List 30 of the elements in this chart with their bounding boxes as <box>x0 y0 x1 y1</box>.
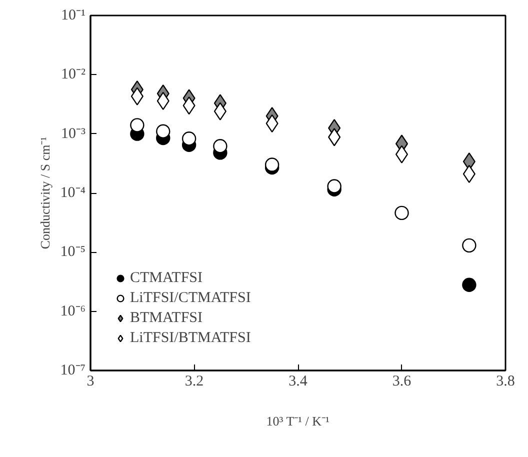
y-tick-label: 10⁻⁵ <box>60 244 86 260</box>
point <box>156 124 170 138</box>
y-tick-label: 10⁻³ <box>61 126 86 142</box>
x-tick-label: 3 <box>86 374 94 390</box>
x-tick-label: 3.2 <box>184 374 204 390</box>
x-tick-label: 3.6 <box>392 374 412 390</box>
y-tick-label: 10⁻⁶ <box>60 303 86 320</box>
y-tick-label: 10⁻¹ <box>61 8 86 24</box>
y-axis-title: Conductivity / S cm⁻¹ <box>37 136 52 250</box>
legend-label: CTMATFSI <box>130 270 203 286</box>
point <box>213 139 228 154</box>
point <box>327 179 342 194</box>
point <box>328 128 341 146</box>
x-axis-title: 10³ T⁻¹ / K⁻¹ <box>266 414 330 428</box>
legend-label: LiTFSI/BTMATFSI <box>130 330 251 346</box>
legend-label: BTMATFSI <box>130 310 203 326</box>
y-tick-label: 10⁻⁴ <box>60 185 86 201</box>
legend-label: LiTFSI/CTMATFSI <box>130 290 251 306</box>
x-tick-label: 3.8 <box>496 374 515 390</box>
y-tick-label: 10⁻⁷ <box>60 362 86 378</box>
point <box>130 87 144 106</box>
y-tick-label: 10⁻² <box>61 66 86 83</box>
point <box>462 278 476 292</box>
point <box>395 145 408 164</box>
x-tick-label: 3.4 <box>288 374 308 390</box>
point <box>214 102 226 120</box>
point <box>182 96 196 115</box>
point <box>130 118 144 132</box>
point <box>264 158 280 172</box>
point <box>182 132 196 146</box>
